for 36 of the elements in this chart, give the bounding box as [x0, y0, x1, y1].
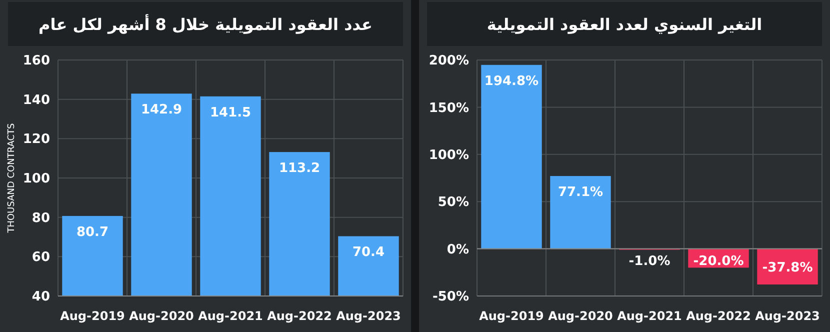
chart-title: عدد العقود التمويلية خلال 8 أشهر لكل عام [38, 14, 372, 34]
data-label: -20.0% [693, 254, 744, 269]
y-tick-label: -50% [432, 290, 469, 305]
y-tick-label: 40 [32, 290, 50, 305]
data-label: 141.5 [210, 105, 252, 120]
y-tick-label: 150% [428, 100, 469, 116]
x-tick-label: Aug-2020 [129, 309, 194, 323]
data-label: 142.9 [140, 102, 182, 118]
x-tick-label: Aug-2019 [60, 309, 125, 323]
data-label: -1.0% [628, 254, 670, 269]
y-tick-label: 60 [32, 250, 50, 266]
x-tick-label: Aug-2023 [755, 309, 820, 323]
data-label: 194.8% [484, 74, 539, 89]
y-tick-label: 80 [32, 210, 50, 226]
y-tick-label: 100 [22, 172, 50, 187]
data-label: 113.2 [278, 161, 320, 176]
x-tick-label: Aug-2023 [336, 309, 401, 323]
x-tick-label: Aug-2022 [267, 309, 332, 323]
chart-title: التغير السنوي لعدد العقود التمويلية [486, 15, 762, 34]
y-tick-label: 160 [22, 54, 50, 69]
y-axis-title: THOUSAND CONTRACTS [7, 122, 17, 234]
x-tick-label: Aug-2022 [686, 309, 751, 323]
data-label: 80.7 [76, 224, 109, 240]
data-label: -37.8% [762, 260, 813, 276]
y-tick-label: 100% [428, 148, 469, 163]
data-label: 70.4 [352, 245, 385, 260]
x-tick-label: Aug-2019 [479, 309, 544, 323]
x-tick-label: Aug-2020 [548, 309, 613, 323]
x-tick-label: Aug-2021 [617, 309, 682, 323]
data-label: 77.1% [558, 185, 604, 200]
y-tick-label: 200% [428, 54, 469, 69]
x-tick-label: Aug-2021 [198, 309, 263, 323]
y-tick-label: 0% [446, 242, 469, 258]
y-tick-label: 140 [22, 92, 50, 108]
y-tick-label: 120 [22, 132, 50, 148]
y-tick-label: 50% [438, 195, 469, 210]
